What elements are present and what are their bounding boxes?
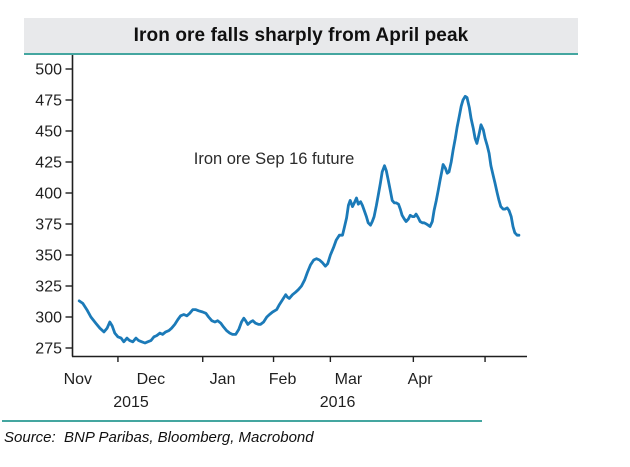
chart-title: Iron ore falls sharply from April peak	[133, 24, 469, 46]
axis-lines	[71, 55, 527, 358]
series-annotation: Iron ore Sep 16 future	[193, 150, 355, 168]
y-tick-label: 300	[35, 310, 62, 327]
y-tick-label: 475	[35, 93, 62, 110]
x-month-label: Nov	[64, 371, 92, 388]
y-tick-label: 350	[35, 248, 62, 265]
y-tick-label: 400	[35, 186, 62, 203]
x-month-label: Apr	[408, 371, 434, 388]
y-tick-label: 325	[35, 279, 62, 296]
x-year-label: 2016	[320, 394, 356, 411]
x-month-label: Mar	[335, 371, 363, 388]
y-tick-label: 275	[35, 341, 62, 358]
source-divider	[2, 420, 482, 422]
price-line-series	[77, 94, 521, 345]
x-month-label: Jan	[210, 371, 236, 388]
x-month-label: Feb	[269, 371, 297, 388]
y-tick-label: 425	[35, 155, 62, 172]
chart-title-bar: Iron ore falls sharply from April peak	[24, 18, 578, 55]
y-tick-label: 375	[35, 217, 62, 234]
x-month-label: Dec	[137, 371, 165, 388]
y-tick-label: 450	[35, 124, 62, 141]
y-tick-label: 500	[35, 62, 62, 79]
x-year-label: 2015	[113, 394, 149, 411]
source-text: Source: BNP Paribas, Bloomberg, Macrobon…	[4, 429, 314, 446]
